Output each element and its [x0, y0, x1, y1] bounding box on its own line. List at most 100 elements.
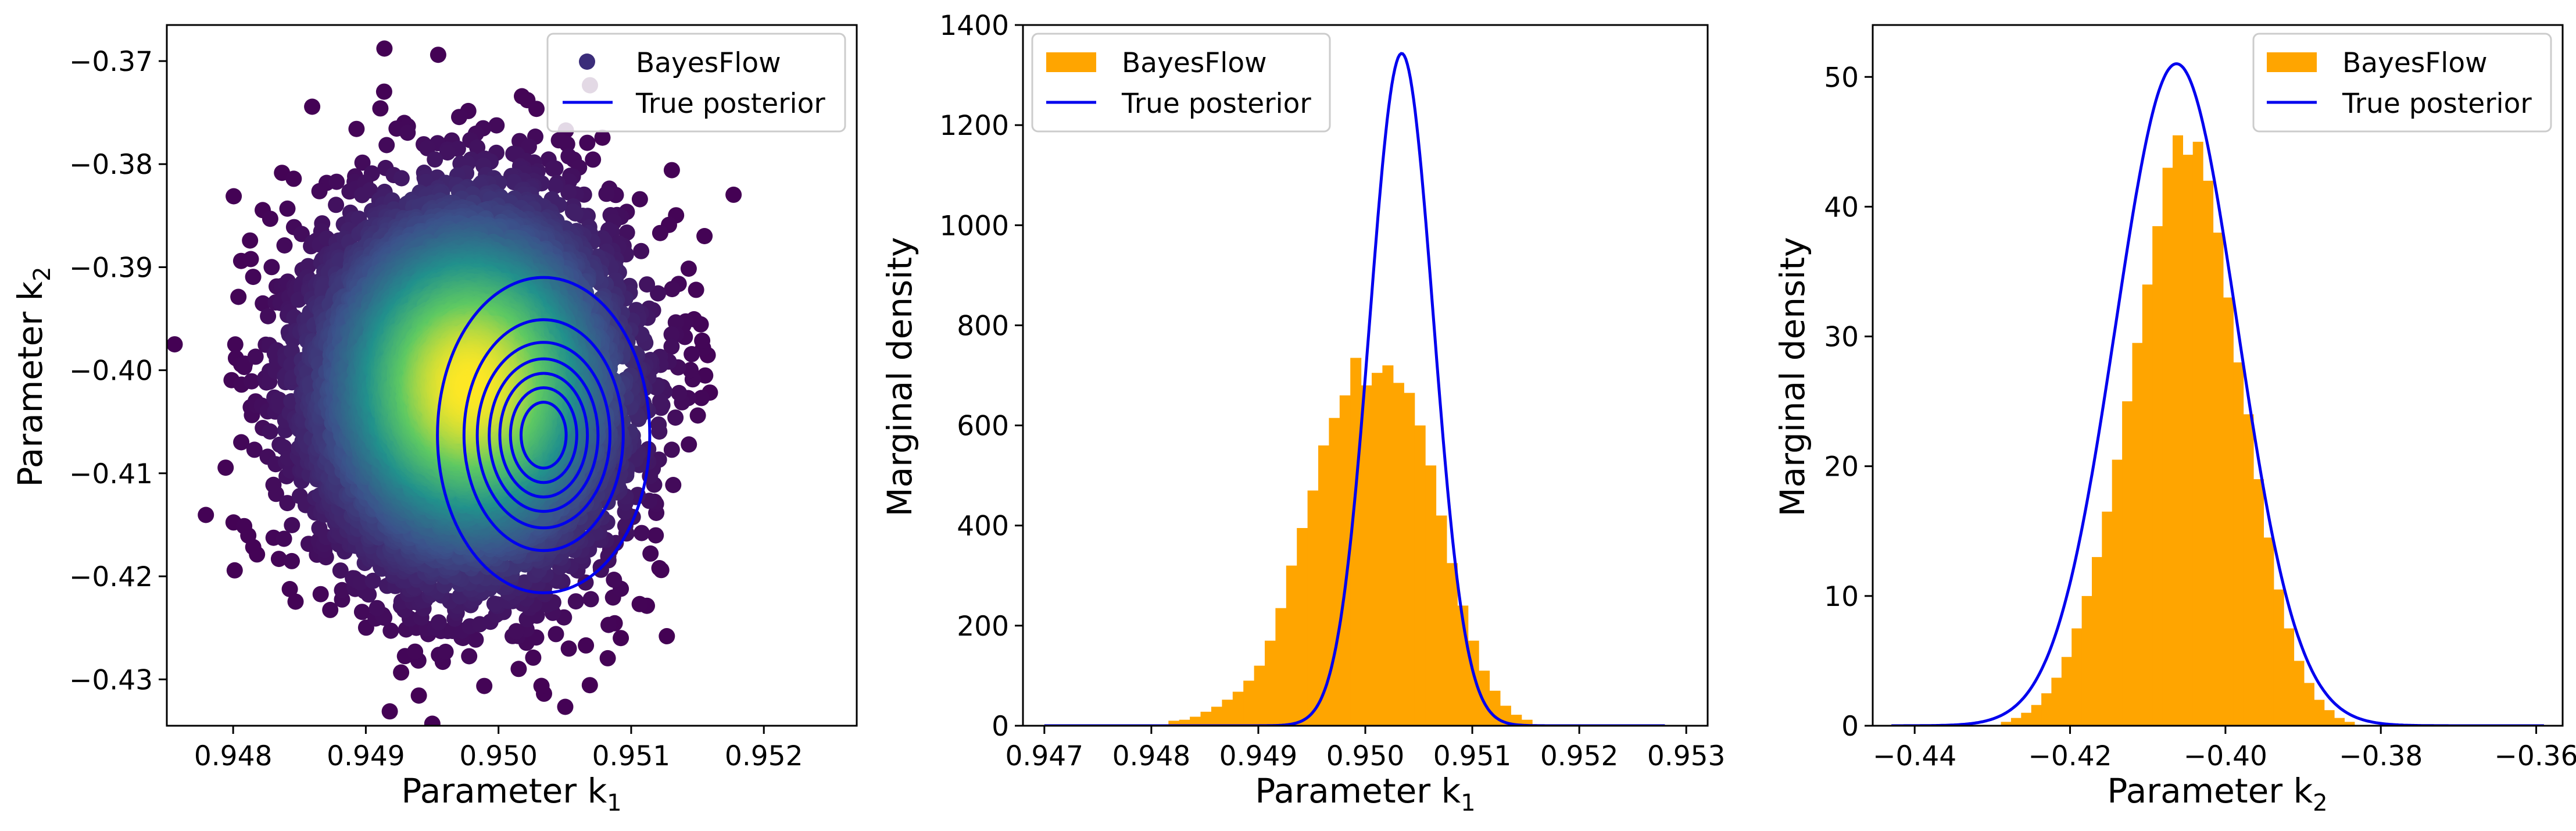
- scatter-point: [681, 436, 697, 453]
- scatter-point: [560, 640, 577, 657]
- scatter-point: [437, 643, 454, 660]
- scatter-point: [671, 384, 688, 401]
- scatter-point: [328, 197, 345, 213]
- scatter-point: [510, 661, 527, 677]
- scatter-point: [284, 552, 300, 569]
- scatter-point: [520, 138, 537, 155]
- scatter-point: [236, 518, 253, 534]
- scatter-point: [279, 200, 296, 217]
- scatter-point: [270, 551, 287, 568]
- scatter-point: [525, 649, 542, 666]
- scatter-point: [680, 261, 697, 277]
- scatter-point: [284, 517, 300, 533]
- scatter-point: [667, 409, 684, 426]
- scatter-point: [682, 362, 699, 379]
- scatter-point: [693, 390, 710, 406]
- scatter-point: [467, 631, 484, 648]
- scatter-point: [663, 326, 680, 343]
- scatter-point: [247, 348, 264, 365]
- scatter-point: [613, 630, 629, 647]
- scatter-point: [364, 572, 381, 589]
- scatter-point: [647, 527, 664, 544]
- scatter-point: [167, 336, 183, 353]
- scatter-point: [372, 100, 389, 117]
- scatter-point: [381, 703, 398, 720]
- scatter-point: [492, 726, 508, 742]
- scatter-point: [663, 162, 680, 179]
- scatter-point: [560, 184, 577, 201]
- scatter-point: [659, 628, 675, 644]
- scatter-point: [334, 582, 350, 598]
- scatter-point: [226, 188, 242, 205]
- scatter-point: [294, 226, 310, 242]
- scatter-point: [634, 525, 650, 541]
- scatter-point: [652, 393, 668, 409]
- scatter-points: [167, 40, 742, 742]
- scatter-point: [585, 151, 602, 168]
- scatter-point: [353, 604, 370, 620]
- scatter-point: [276, 530, 292, 547]
- panel-scatter: 0.948 0.949 0.950 0.951 0.952 −0.37−0.38−0.3…: [10, 24, 858, 816]
- scatter-point: [217, 459, 234, 476]
- scatter-point: [304, 98, 321, 115]
- scatter-point: [287, 593, 304, 610]
- scatter-point: [354, 154, 371, 171]
- scatter-point: [328, 173, 345, 190]
- scatter-point: [631, 595, 648, 612]
- scatter-point: [663, 441, 680, 458]
- scatter-point: [594, 129, 611, 146]
- scatter-point: [696, 228, 713, 244]
- scatter-point: [547, 177, 564, 194]
- scatter-point: [243, 373, 260, 390]
- scatter-point: [393, 170, 410, 187]
- scatter-point: [633, 242, 650, 259]
- scatter-point: [697, 367, 714, 384]
- scatter-point: [650, 416, 667, 433]
- scatter-point: [430, 47, 446, 63]
- scatter-point: [242, 232, 259, 249]
- scatter-point: [665, 477, 682, 493]
- scatter-point: [550, 132, 567, 149]
- scatter-point: [461, 648, 478, 665]
- scatter-point: [410, 687, 427, 704]
- scatter-point: [348, 120, 365, 137]
- scatter-point: [451, 109, 467, 126]
- scatter-point: [262, 211, 278, 227]
- scatter-point: [245, 269, 262, 286]
- scatter-point: [376, 40, 393, 57]
- scatter-point: [564, 203, 581, 220]
- scatter-point: [651, 560, 668, 576]
- scatter-point: [508, 623, 525, 640]
- scatter-point: [689, 407, 706, 424]
- scatter-point: [557, 698, 574, 715]
- scatter-point: [528, 101, 545, 117]
- scatter-point: [582, 591, 599, 608]
- scatter-point: [579, 134, 596, 151]
- scatter-point: [631, 191, 648, 208]
- scatter-point: [694, 332, 711, 349]
- scatter-point: [226, 562, 243, 579]
- scatter-point: [476, 677, 493, 694]
- scatter-point: [439, 144, 456, 161]
- scatter-point: [599, 650, 616, 666]
- scatter-point: [684, 346, 700, 362]
- scatter-point: [378, 137, 395, 154]
- scatter-point: [281, 581, 298, 597]
- scatter-point: [664, 281, 681, 298]
- scatter-point: [488, 117, 505, 134]
- scatter-point: [382, 622, 399, 639]
- scatter-point: [312, 586, 329, 602]
- scatter-point: [322, 601, 339, 618]
- scatter-point: [545, 160, 561, 177]
- scatter-point: [581, 677, 598, 694]
- scatter-point: [242, 251, 259, 268]
- scatter-point: [262, 423, 278, 440]
- scatter-point: [352, 574, 369, 591]
- scatter-point: [486, 595, 503, 612]
- scatter-point: [233, 434, 250, 451]
- scatter-point: [265, 476, 282, 493]
- scatter-point: [260, 308, 277, 324]
- scatter-point: [368, 600, 385, 616]
- scatter-point: [650, 285, 667, 302]
- scatter-point: [246, 441, 263, 458]
